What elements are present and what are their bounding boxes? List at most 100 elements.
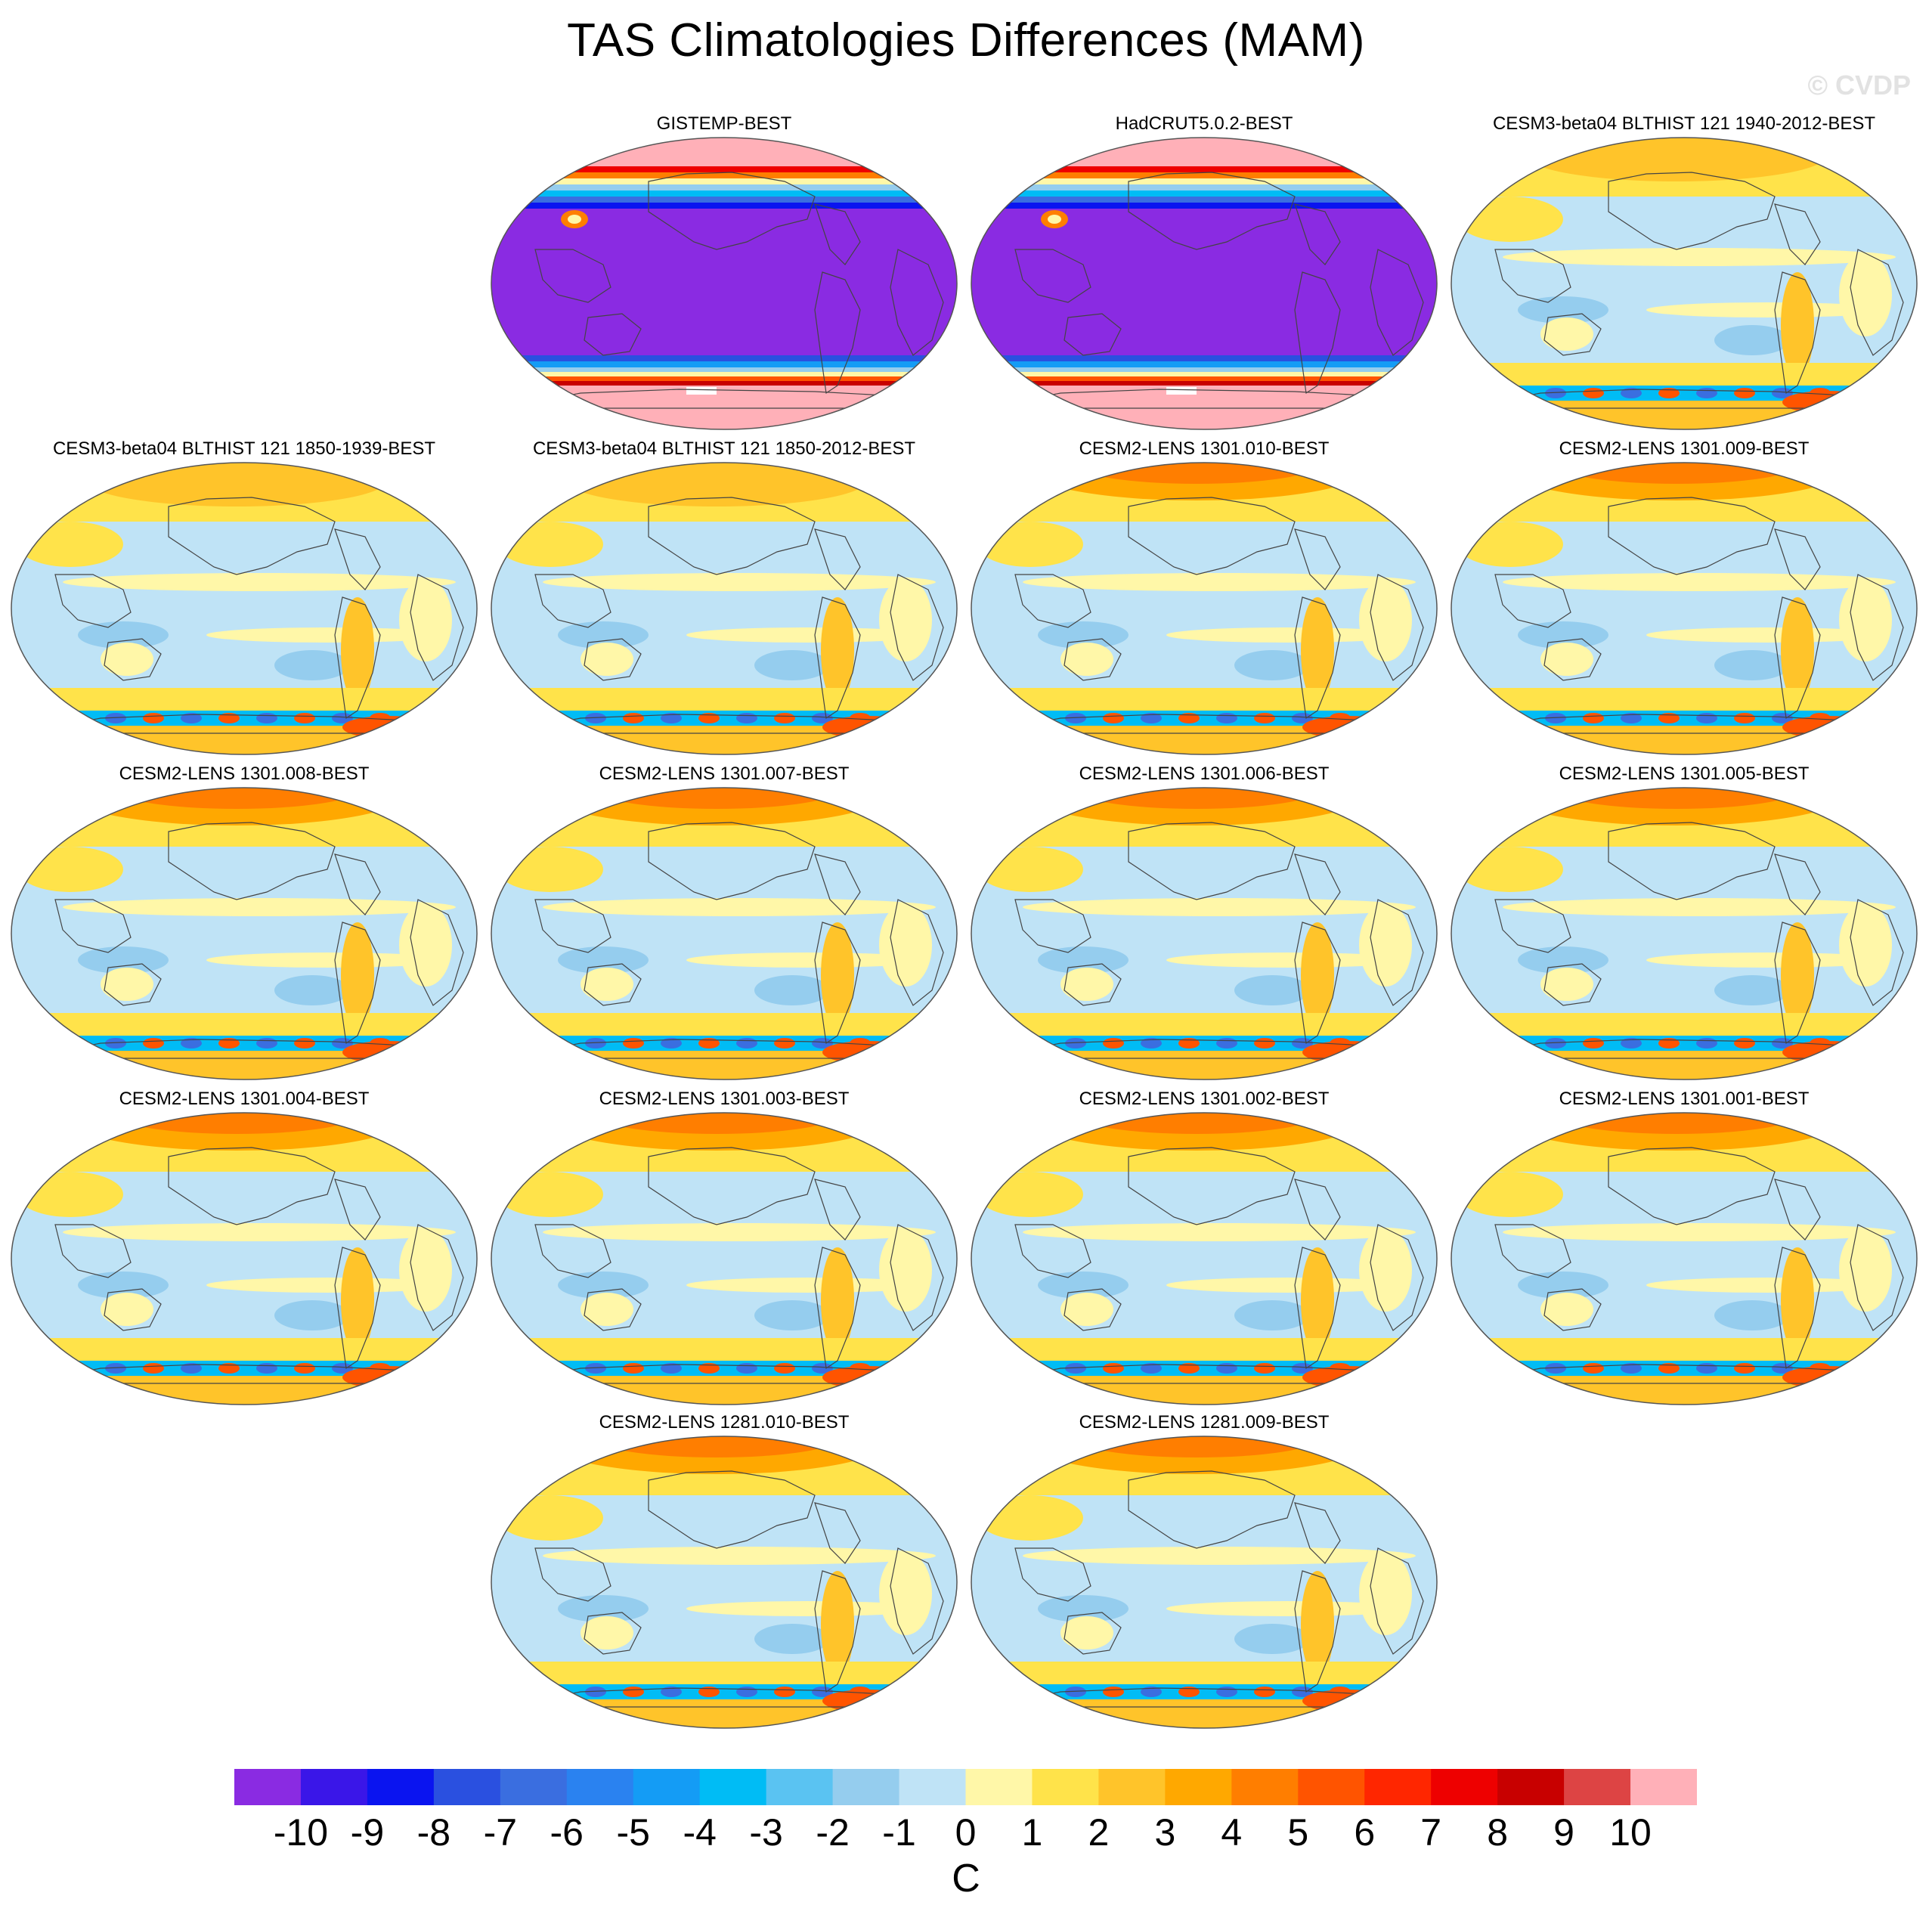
colorbar-tick-label: -9 [350,1811,385,1854]
colorbar-tick-label: -6 [550,1811,584,1854]
colorbar [234,1769,1697,1805]
map-panel-title: CESM3-beta04 BLTHIST 121 1940-2012-BEST [1492,113,1876,134]
map-panel: CESM2-LENS 1281.009-BEST [970,1412,1438,1730]
colorbar-swatch [566,1769,634,1805]
map-panel-title: CESM2-LENS 1301.003-BEST [599,1089,850,1109]
map-panel: CESM2-LENS 1301.010-BEST [970,438,1438,756]
cvdp-watermark: © CVDP [1807,70,1911,101]
colorbar-swatch [1431,1769,1498,1805]
colorbar-swatch [766,1769,834,1805]
robinson-map [11,787,478,1080]
colorbar-tick-label: 10 [1609,1811,1652,1854]
map-panel: HadCRUT5.0.2-BEST [970,113,1438,431]
map-panel-title: CESM2-LENS 1301.010-BEST [1079,438,1330,459]
colorbar-swatch [433,1769,501,1805]
map-panel: CESM2-LENS 1301.005-BEST [1450,764,1918,1081]
colorbar-swatch [1298,1769,1365,1805]
colorbar-swatch [1364,1769,1432,1805]
map-panel-title: CESM2-LENS 1301.006-BEST [1079,764,1330,784]
colorbar-swatch [899,1769,967,1805]
colorbar-swatch [1098,1769,1166,1805]
colorbar-tick-label: 3 [1154,1811,1176,1854]
robinson-map [1451,462,1918,755]
colorbar-swatch [1564,1769,1631,1805]
map-panel-title: CESM2-LENS 1281.010-BEST [599,1412,850,1433]
map-panel-title: CESM3-beta04 BLTHIST 121 1850-1939-BEST [52,438,436,459]
map-panel-title: CESM2-LENS 1301.005-BEST [1559,764,1810,784]
robinson-map [491,787,958,1080]
robinson-map [491,1112,958,1405]
colorbar-tick-label: -4 [683,1811,717,1854]
colorbar-swatch [234,1769,302,1805]
robinson-map [971,1112,1438,1405]
robinson-map [971,462,1438,755]
map-panel: CESM3-beta04 BLTHIST 121 1940-2012-BEST [1450,113,1918,431]
colorbar-swatch [1630,1769,1697,1805]
colorbar-tick-label: 9 [1553,1811,1574,1854]
colorbar-swatch [367,1769,435,1805]
robinson-map [971,1436,1438,1729]
robinson-map [11,462,478,755]
map-panel: CESM2-LENS 1301.007-BEST [490,764,958,1081]
colorbar-tick-label: -5 [616,1811,650,1854]
map-panel: CESM2-LENS 1301.008-BEST [10,764,478,1081]
colorbar-tick-label: -2 [816,1811,850,1854]
map-panel-title: CESM2-LENS 1301.002-BEST [1079,1089,1330,1109]
colorbar-tick-label: -8 [416,1811,451,1854]
colorbar-swatch [500,1769,568,1805]
map-panel: CESM3-beta04 BLTHIST 121 1850-1939-BEST [10,438,478,756]
colorbar-swatch [1032,1769,1099,1805]
colorbar-swatch [633,1769,701,1805]
colorbar-swatch [1231,1769,1299,1805]
colorbar-swatch [832,1769,900,1805]
colorbar-tick-label: 4 [1221,1811,1243,1854]
figure-title: TAS Climatologies Differences (MAM) [567,14,1365,67]
colorbar-tick-label: 2 [1088,1811,1110,1854]
robinson-map [1451,137,1918,430]
map-panel: CESM3-beta04 BLTHIST 121 1850-2012-BEST [490,438,958,756]
colorbar-swatch [699,1769,767,1805]
colorbar-swatch [300,1769,368,1805]
colorbar-swatch [965,1769,1033,1805]
map-panel: CESM2-LENS 1301.006-BEST [970,764,1438,1081]
colorbar-tick-label: 8 [1487,1811,1509,1854]
map-panel-title: GISTEMP-BEST [656,113,792,134]
colorbar-tick-label: 0 [955,1811,977,1854]
map-panel-title: CESM2-LENS 1281.009-BEST [1079,1412,1330,1433]
robinson-map [11,1112,478,1405]
colorbar-swatch [1165,1769,1232,1805]
colorbar-tick-label: 6 [1354,1811,1376,1854]
colorbar-tick-label: 1 [1021,1811,1043,1854]
colorbar-swatches [234,1769,1697,1805]
colorbar-tick-label: -7 [483,1811,518,1854]
colorbar-tick-labels: -10 -9 -8 -7 -6 -5 -4 -3 -2 -1 0 1 2 3 4 5 6 7 8 9 10 [234,1811,1697,1856]
map-panel-title: CESM3-beta04 BLTHIST 121 1850-2012-BEST [532,438,916,459]
robinson-map [971,787,1438,1080]
colorbar-tick-label: 7 [1420,1811,1442,1854]
robinson-map [491,1436,958,1729]
robinson-map [491,137,958,430]
colorbar-tick-label: 5 [1287,1811,1309,1854]
colorbar-tick-label: -10 [273,1811,329,1854]
map-panel-title: CESM2-LENS 1301.004-BEST [119,1089,370,1109]
map-panel-title: CESM2-LENS 1301.009-BEST [1559,438,1810,459]
robinson-map [971,137,1438,430]
colorbar-swatch [1497,1769,1565,1805]
map-panel: CESM2-LENS 1301.001-BEST [1450,1089,1918,1406]
map-panel: CESM2-LENS 1281.010-BEST [490,1412,958,1730]
map-panel-title: HadCRUT5.0.2-BEST [1115,113,1293,134]
map-panel: CESM2-LENS 1301.004-BEST [10,1089,478,1406]
map-panel-title: CESM2-LENS 1301.001-BEST [1559,1089,1810,1109]
map-panel: CESM2-LENS 1301.003-BEST [490,1089,958,1406]
map-panel: CESM2-LENS 1301.009-BEST [1450,438,1918,756]
map-panel-title: CESM2-LENS 1301.008-BEST [119,764,370,784]
colorbar-tick-label: -3 [749,1811,783,1854]
colorbar-units: C [952,1857,980,1900]
map-panel: GISTEMP-BEST [490,113,958,431]
map-panel: CESM2-LENS 1301.002-BEST [970,1089,1438,1406]
colorbar-tick-label: -1 [882,1811,916,1854]
robinson-map [1451,787,1918,1080]
robinson-map [491,462,958,755]
map-panel-title: CESM2-LENS 1301.007-BEST [599,764,850,784]
robinson-map [1451,1112,1918,1405]
